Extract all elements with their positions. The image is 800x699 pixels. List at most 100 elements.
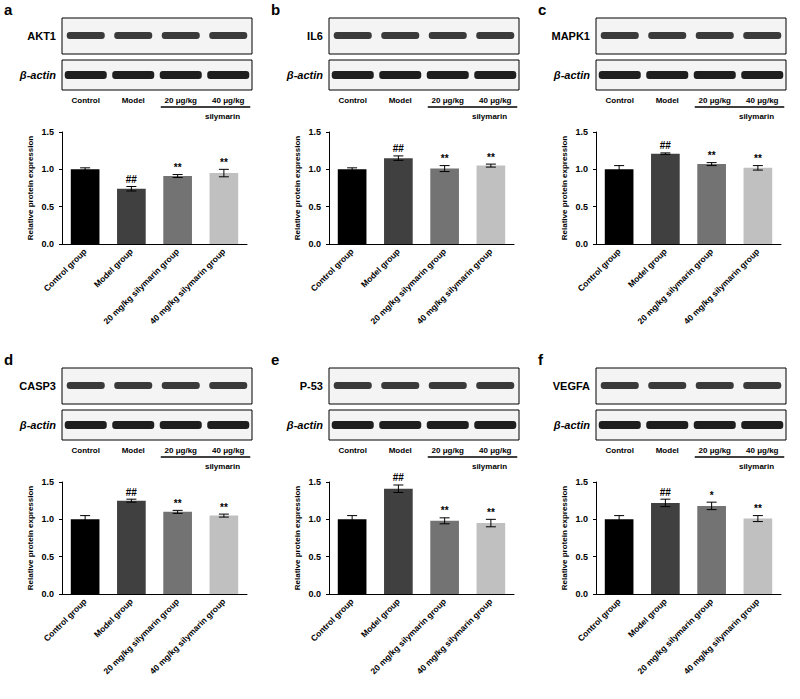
svg-text:Relative protein expression: Relative protein expression <box>293 486 302 591</box>
svg-text:20 mg/kg silymarin group: 20 mg/kg silymarin group <box>635 596 715 676</box>
svg-text:Control group: Control group <box>309 246 356 293</box>
svg-text:c: c <box>538 1 546 18</box>
svg-text:1.0: 1.0 <box>308 514 321 524</box>
svg-text:40 μg/kg: 40 μg/kg <box>746 96 779 105</box>
svg-text:20 μg/kg: 20 μg/kg <box>432 446 465 455</box>
svg-text:1.5: 1.5 <box>575 477 588 487</box>
svg-text:d: d <box>4 351 13 368</box>
svg-text:1.0: 1.0 <box>575 164 588 174</box>
svg-text:40 μg/kg: 40 μg/kg <box>479 96 512 105</box>
svg-text:Control: Control <box>339 446 367 455</box>
svg-text:20 μg/kg: 20 μg/kg <box>165 446 198 455</box>
svg-text:e: e <box>271 351 279 368</box>
svg-text:0.0: 0.0 <box>575 239 588 249</box>
svg-text:0.5: 0.5 <box>41 552 54 562</box>
svg-text:Relative protein expression: Relative protein expression <box>293 136 302 241</box>
svg-text:silymarin: silymarin <box>205 112 240 121</box>
svg-text:##: ## <box>660 487 672 498</box>
svg-text:β-actin: β-actin <box>19 69 56 81</box>
svg-text:**: ** <box>487 507 495 518</box>
svg-text:1.0: 1.0 <box>41 164 54 174</box>
svg-text:##: ## <box>393 472 405 483</box>
svg-text:Control group: Control group <box>42 246 89 293</box>
svg-text:0.0: 0.0 <box>41 239 54 249</box>
svg-text:40 mg/kg silymarin group: 40 mg/kg silymarin group <box>682 596 762 676</box>
svg-text:Relative protein expression: Relative protein expression <box>560 486 569 591</box>
svg-text:silymarin: silymarin <box>205 462 240 471</box>
svg-text:20 μg/kg: 20 μg/kg <box>432 96 465 105</box>
svg-text:1.5: 1.5 <box>308 477 321 487</box>
svg-text:Control: Control <box>606 96 634 105</box>
svg-text:0.0: 0.0 <box>41 589 54 599</box>
svg-text:20 μg/kg: 20 μg/kg <box>699 446 732 455</box>
svg-text:*: * <box>710 490 714 501</box>
svg-text:40 mg/kg silymarin group: 40 mg/kg silymarin group <box>148 246 228 326</box>
svg-text:Model group: Model group <box>92 596 135 639</box>
svg-text:1.5: 1.5 <box>41 477 54 487</box>
svg-text:40 μg/kg: 40 μg/kg <box>212 446 245 455</box>
svg-text:silymarin: silymarin <box>472 112 507 121</box>
svg-text:**: ** <box>220 157 228 168</box>
svg-text:40 μg/kg: 40 μg/kg <box>746 446 779 455</box>
svg-text:20 mg/kg silymarin group: 20 mg/kg silymarin group <box>101 596 181 676</box>
svg-text:Control: Control <box>339 96 367 105</box>
svg-text:Model group: Model group <box>626 246 669 289</box>
svg-text:1.0: 1.0 <box>575 514 588 524</box>
svg-text:Model: Model <box>122 96 145 105</box>
svg-text:1.0: 1.0 <box>41 514 54 524</box>
svg-text:0.5: 0.5 <box>575 552 588 562</box>
svg-text:Control group: Control group <box>309 596 356 643</box>
svg-text:Relative protein expression: Relative protein expression <box>26 136 35 241</box>
svg-text:20 μg/kg: 20 μg/kg <box>699 96 732 105</box>
svg-text:Model: Model <box>656 446 679 455</box>
svg-text:0.0: 0.0 <box>308 589 321 599</box>
svg-text:20 mg/kg silymarin group: 20 mg/kg silymarin group <box>368 596 448 676</box>
svg-text:##: ## <box>126 487 138 498</box>
svg-text:**: ** <box>441 153 449 164</box>
svg-text:**: ** <box>754 503 762 514</box>
svg-text:P-53: P-53 <box>300 380 323 392</box>
svg-text:Control: Control <box>606 446 634 455</box>
svg-text:40 mg/kg silymarin group: 40 mg/kg silymarin group <box>682 246 762 326</box>
svg-text:Model group: Model group <box>92 246 135 289</box>
svg-text:Relative protein expression: Relative protein expression <box>26 486 35 591</box>
svg-text:Control: Control <box>72 96 100 105</box>
svg-text:**: ** <box>708 150 716 161</box>
svg-text:silymarin: silymarin <box>739 112 774 121</box>
svg-text:40 mg/kg silymarin group: 40 mg/kg silymarin group <box>415 246 495 326</box>
svg-text:20 mg/kg silymarin group: 20 mg/kg silymarin group <box>635 246 715 326</box>
svg-text:1.0: 1.0 <box>308 164 321 174</box>
svg-text:Model group: Model group <box>359 596 402 639</box>
svg-text:Control: Control <box>72 446 100 455</box>
svg-text:CASP3: CASP3 <box>19 380 56 392</box>
svg-text:0.5: 0.5 <box>41 202 54 212</box>
svg-text:f: f <box>538 351 544 368</box>
svg-text:**: ** <box>220 502 228 513</box>
svg-text:**: ** <box>754 153 762 164</box>
svg-text:**: ** <box>174 162 182 173</box>
svg-text:AKT1: AKT1 <box>27 30 56 42</box>
svg-text:1.5: 1.5 <box>308 127 321 137</box>
svg-text:40 μg/kg: 40 μg/kg <box>479 446 512 455</box>
svg-text:1.5: 1.5 <box>41 127 54 137</box>
svg-text:silymarin: silymarin <box>472 462 507 471</box>
svg-text:β-actin: β-actin <box>553 69 590 81</box>
svg-text:0.5: 0.5 <box>308 552 321 562</box>
svg-text:##: ## <box>660 140 672 151</box>
svg-text:20 μg/kg: 20 μg/kg <box>165 96 198 105</box>
svg-text:Control group: Control group <box>576 596 623 643</box>
svg-text:##: ## <box>126 174 138 185</box>
svg-text:Relative protein expression: Relative protein expression <box>560 136 569 241</box>
svg-text:40 mg/kg silymarin group: 40 mg/kg silymarin group <box>415 596 495 676</box>
svg-text:β-actin: β-actin <box>19 419 56 431</box>
svg-text:**: ** <box>441 505 449 516</box>
svg-text:IL6: IL6 <box>307 30 323 42</box>
svg-text:0.5: 0.5 <box>575 202 588 212</box>
svg-text:Model: Model <box>656 96 679 105</box>
svg-text:a: a <box>4 1 13 18</box>
svg-text:1.5: 1.5 <box>575 127 588 137</box>
svg-text:b: b <box>271 1 280 18</box>
svg-text:VEGFA: VEGFA <box>553 380 590 392</box>
svg-text:##: ## <box>393 143 405 154</box>
svg-text:20 mg/kg silymarin group: 20 mg/kg silymarin group <box>368 246 448 326</box>
